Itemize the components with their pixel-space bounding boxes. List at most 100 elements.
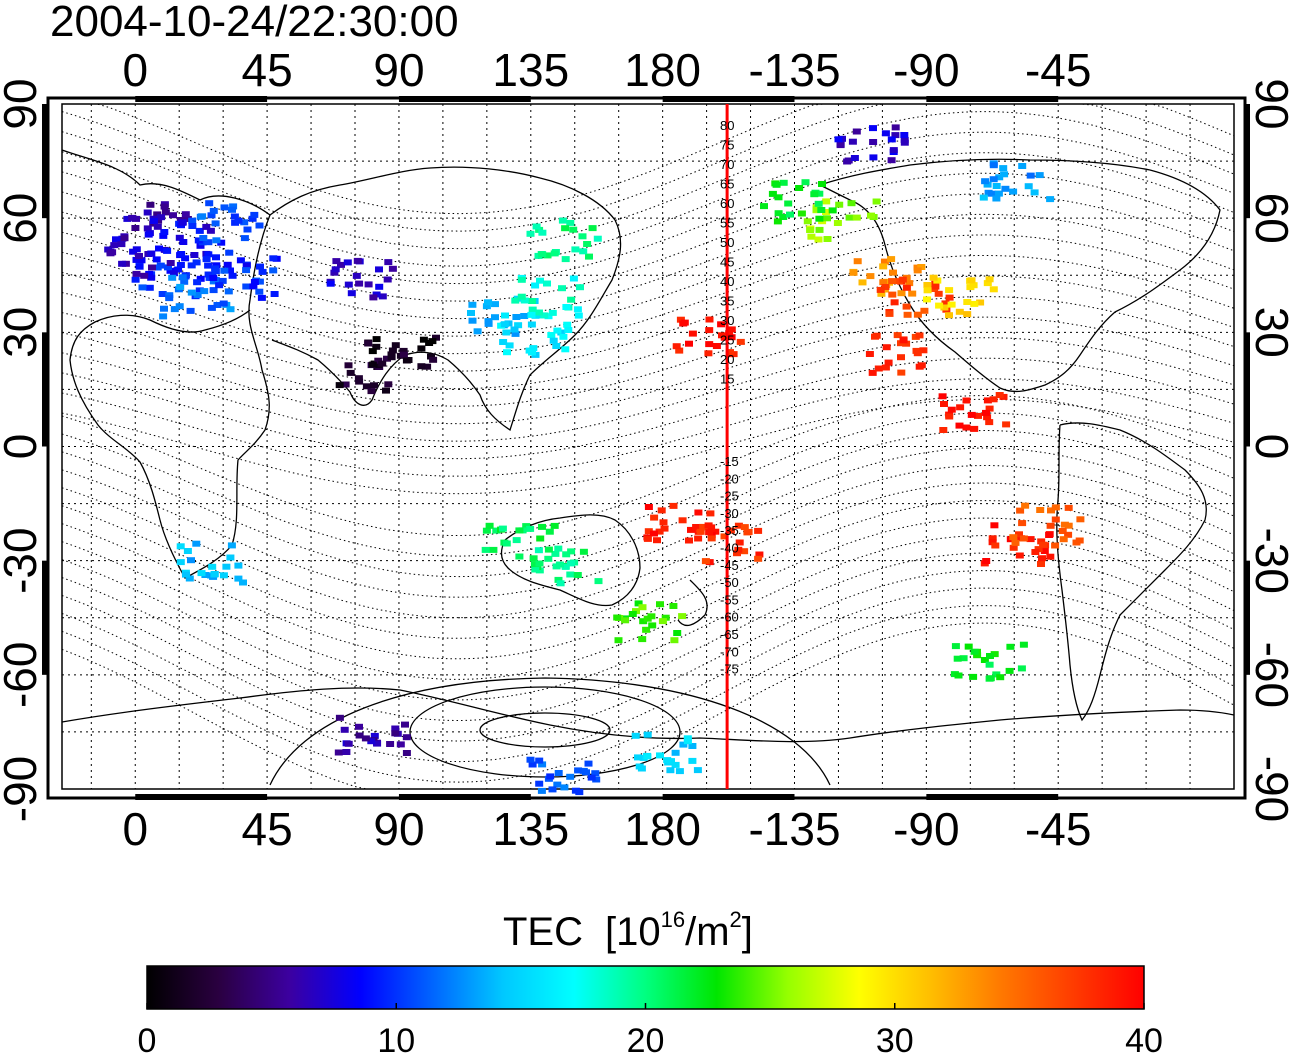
tec-cell [195, 227, 204, 234]
tec-cell [945, 413, 954, 420]
tec-cell [353, 257, 362, 264]
tec-cell [538, 229, 547, 236]
tec-cell [852, 128, 861, 135]
contour-labels: 80 75 70 65 60 55 50 45 40 35 30 25 20 15 -15 -20 -25 -30… [720, 118, 739, 677]
tec-cell [192, 259, 201, 266]
tec-cell [1030, 189, 1039, 196]
tec-cell [211, 220, 220, 227]
tec-cell [561, 225, 570, 232]
tec-cell [844, 157, 853, 164]
coastline-north-america [819, 158, 1221, 393]
tec-cell [889, 147, 898, 154]
tec-data-cells [104, 124, 1085, 796]
tec-cell [1059, 536, 1068, 543]
magnetic-latitude-contour [61, 316, 1235, 425]
tec-cell [219, 300, 228, 307]
tec-cell [511, 330, 520, 337]
tec-cell [669, 603, 678, 609]
tec-cell [705, 327, 714, 334]
tec-cell [670, 637, 679, 644]
tec-cell [355, 280, 364, 287]
tec-cell [548, 786, 557, 793]
tec-cell [185, 575, 194, 582]
tec-cell [888, 278, 897, 285]
tec-cell [934, 290, 943, 297]
tec-cell [242, 267, 251, 274]
tec-cell [556, 580, 565, 587]
tec-cell [499, 339, 508, 345]
tec-cell [213, 302, 222, 308]
tec-cell [187, 289, 196, 296]
tec-cell [375, 283, 384, 290]
magnetic-latitude-contour [61, 429, 1235, 578]
tec-cell [976, 299, 985, 306]
tec-cell [694, 509, 703, 516]
contour-label: -15 [720, 454, 739, 469]
tec-cell [1046, 522, 1055, 529]
tec-cell [202, 256, 211, 263]
tec-cell [347, 290, 356, 297]
tec-cell [1015, 552, 1024, 559]
tec-cell [248, 215, 257, 222]
tec-cell [552, 343, 561, 349]
tec-cell [554, 576, 563, 583]
tec-cell [179, 239, 188, 245]
tec-cell [644, 504, 653, 510]
tec-cell [712, 343, 721, 349]
contour-label: 40 [720, 274, 734, 289]
tec-cell [970, 300, 979, 307]
tec-cell [881, 130, 890, 137]
tec-cell [913, 311, 922, 318]
contour-label: 80 [720, 118, 734, 133]
tec-cell [1006, 643, 1015, 650]
x-tick-label-top: 90 [373, 44, 424, 96]
tec-cell [988, 539, 997, 546]
tec-cell [566, 219, 575, 226]
tec-cell [736, 338, 745, 345]
tec-cell [594, 578, 603, 585]
tec-cell [176, 262, 185, 268]
tec-cell [588, 225, 597, 232]
tec-cell [503, 349, 511, 356]
tec-cell [160, 229, 169, 235]
tec-cell [209, 275, 218, 281]
tec-cell [1051, 516, 1060, 523]
tec-cell [874, 365, 883, 372]
magnetic-latitude-contour [61, 482, 1235, 639]
tec-cell [1009, 534, 1018, 541]
tec-cell [576, 284, 584, 291]
tec-cell [704, 350, 713, 357]
contour-label: 65 [720, 177, 734, 192]
y-tick-label-right: 90 [1246, 78, 1292, 129]
contour-label: -35 [720, 523, 739, 538]
tec-cell [344, 740, 353, 747]
tec-cell [128, 214, 137, 221]
tec-cell [551, 550, 560, 557]
tec-cell [734, 522, 743, 529]
tec-cell [239, 579, 247, 586]
tec-cell [419, 336, 428, 343]
tec-cell [555, 561, 564, 568]
tec-cell [989, 162, 998, 169]
tec-cell [1035, 172, 1044, 179]
tec-cell [182, 571, 190, 578]
tec-cell [584, 760, 593, 767]
tec-cell [205, 200, 214, 207]
tec-cell [335, 382, 344, 389]
tec-cell [740, 548, 749, 555]
tec-cell [845, 214, 854, 221]
tec-cell [250, 279, 259, 285]
tec-cell [989, 286, 998, 293]
tec-cell [867, 212, 875, 219]
tec-cell [733, 550, 741, 557]
tec-cell [564, 327, 573, 333]
tec-cell [372, 343, 381, 350]
tec-cell [132, 256, 141, 263]
tec-cell [502, 329, 511, 336]
tec-cell [1064, 531, 1073, 538]
tec-cell [146, 201, 155, 208]
tec-cell [132, 246, 141, 253]
contour-label: 35 [720, 294, 734, 309]
tec-cell [505, 342, 514, 349]
